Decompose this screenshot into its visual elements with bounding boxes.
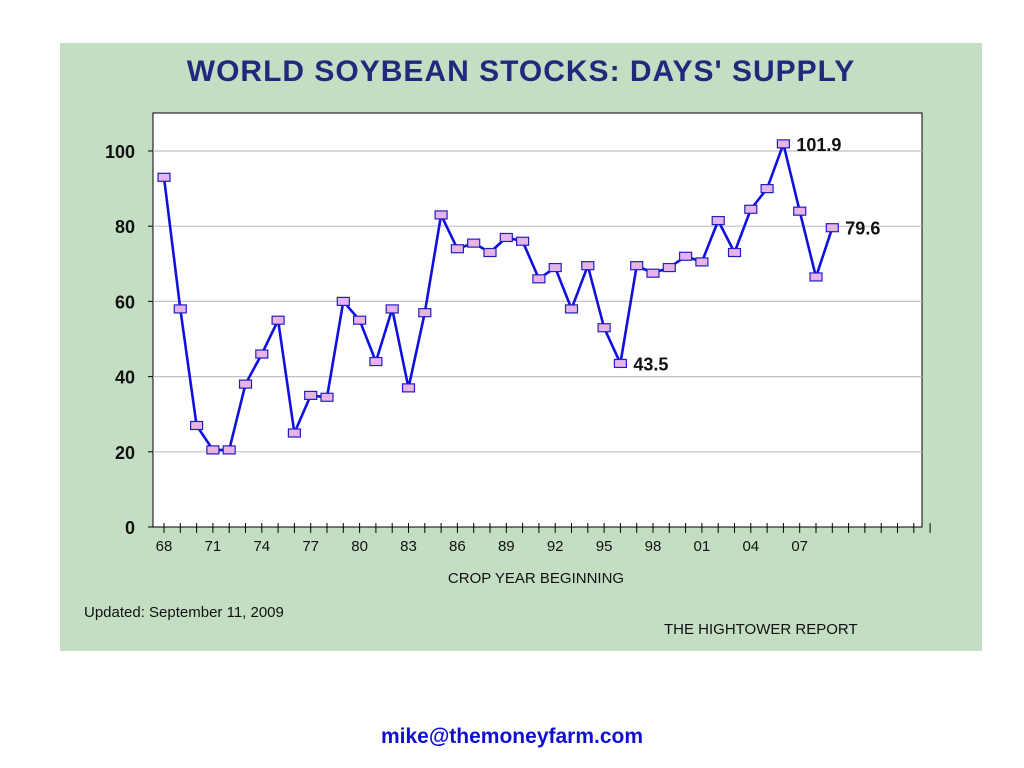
data-point-marker [711,215,725,226]
gridlines-overlay [153,150,922,453]
x-axis-title: CROP YEAR BEGINNING [448,570,624,587]
data-point-marker [353,315,367,325]
series-line [162,142,834,452]
data-point-marker [418,308,432,318]
data-point-marker [271,315,285,325]
data-point-marker [173,304,187,314]
data-point-marker [776,139,791,149]
data-point-marker [516,236,530,246]
marker-layer [157,139,839,455]
data-point-marker [727,247,742,258]
x-tick-label: 01 [694,538,711,555]
data-point-marker [157,172,171,182]
data-point-marker [532,274,546,284]
data-point-marker [825,223,839,233]
annotation-layer: 101.9 43.5 79.6 [633,135,880,375]
line-chart: 0 20 40 60 80 100 68 71 74 77 80 83 86 89 92 95 98 01 04 07… [105,112,931,587]
data-point-marker [662,262,676,273]
x-tick-label: 74 [253,538,270,555]
x-tick-label: 89 [498,538,515,555]
y-tick-label: 60 [115,292,135,312]
data-point-marker [190,420,204,431]
data-point-marker [287,428,301,438]
x-tick-label: 83 [400,538,417,555]
data-point-marker [499,232,513,243]
x-tick-label: 68 [156,538,173,555]
data-point-marker [678,251,693,261]
y-tick-label: 0 [125,518,135,538]
data-point-marker [320,392,334,402]
y-tick-label: 20 [115,443,135,463]
x-tick-label: 92 [547,538,564,555]
data-point-marker [597,323,611,333]
x-tick-label: 86 [449,538,466,555]
data-point-marker [760,184,774,194]
data-point-marker [467,238,481,248]
data-point-marker [564,304,579,314]
data-point-marker [238,379,253,389]
series-line-layer [162,142,834,452]
x-tick-label: 98 [645,538,662,555]
data-point-marker [255,349,269,359]
data-point-marker [695,257,709,267]
x-tick-label: 07 [791,538,808,555]
data-point-marker [793,206,807,216]
data-label: 43.5 [633,354,668,374]
data-point-marker [401,383,416,393]
axes: 0 20 40 60 80 100 68 71 74 77 80 83 86 89 92 95 98 01 04 07 [105,142,931,555]
data-point-marker [304,390,318,400]
x-tick-label: 80 [351,538,368,555]
data-label: 101.9 [796,135,841,155]
contact-email-link[interactable]: mike@themoneyfarm.com [380,725,644,748]
data-point-marker [434,210,448,220]
data-point-marker [369,356,383,367]
chart-panel: WORLD SOYBEAN STOCKS: DAYS' SUPPLY 0 20 40… [60,43,982,651]
data-point-marker [744,204,758,214]
x-tick-label: 71 [205,538,222,555]
data-point-marker [222,445,236,455]
y-tick-label: 80 [115,217,135,237]
plot-area [152,112,923,528]
data-point-marker [809,272,823,282]
data-label: 79.6 [845,219,880,239]
data-point-marker [613,358,628,369]
data-point-marker [630,261,644,271]
chart-title: WORLD SOYBEAN STOCKS: DAYS' SUPPLY [186,55,856,88]
updated-date-note: Updated: September 11, 2009 [84,604,284,621]
data-point-marker [206,445,220,455]
data-point-marker [450,244,464,254]
x-tick-label: 95 [596,538,613,555]
x-tick-label: 04 [742,538,759,555]
data-point-marker [336,296,350,306]
source-credit: THE HIGHTOWER REPORT [664,621,858,638]
data-point-marker [581,261,595,271]
y-tick-label: 40 [115,368,135,388]
y-tick-label: 100 [105,142,135,162]
data-point-marker [646,268,660,278]
x-tick-label: 77 [302,538,319,555]
data-point-marker [385,304,399,314]
data-point-marker [483,247,497,258]
data-point-marker [548,262,562,273]
